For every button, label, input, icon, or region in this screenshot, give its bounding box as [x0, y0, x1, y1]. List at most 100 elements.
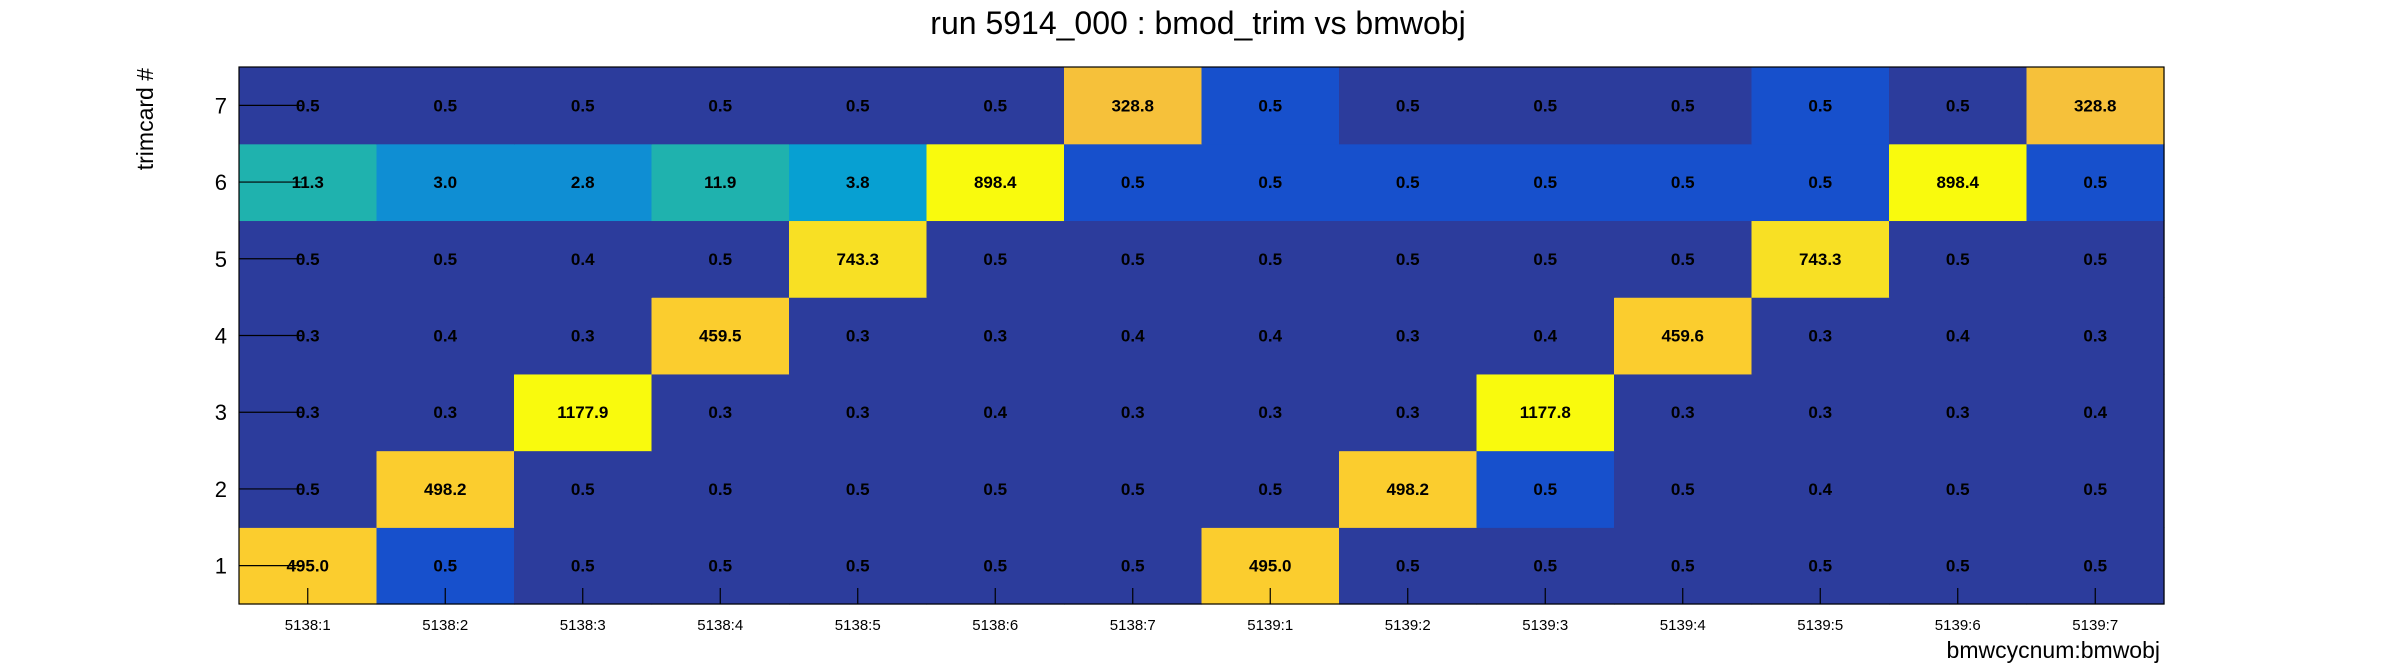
heatmap-cell — [1751, 373, 1890, 452]
heatmap-cell — [789, 220, 928, 298]
heatmap-cell — [514, 297, 653, 375]
cell-value-label: 3.8 — [846, 173, 870, 192]
cell-value-label: 0.5 — [983, 250, 1007, 269]
heatmap-cell — [1339, 450, 1478, 528]
x-tick-label: 5138:6 — [972, 617, 1018, 634]
cell-value-label: 0.5 — [433, 250, 457, 269]
cell-value-label: 0.5 — [1946, 250, 1970, 269]
x-tick-label: 5139:1 — [1247, 617, 1293, 634]
cell-value-label: 0.5 — [1533, 250, 1557, 269]
cell-value-label: 498.2 — [424, 480, 467, 499]
cell-value-label: 0.3 — [1946, 403, 1970, 422]
heatmap-cell — [651, 143, 790, 222]
cell-value-label: 328.8 — [1111, 96, 1154, 115]
heatmap-cell — [1064, 450, 1203, 528]
heatmap-cell — [1614, 220, 1753, 298]
cell-value-label: 0.5 — [1671, 480, 1695, 499]
y-tick-label: 4 — [215, 324, 227, 349]
cell-value-label: 0.5 — [1121, 250, 1145, 269]
cell-value-label: 0.5 — [983, 480, 1007, 499]
x-axis-title: bmwcycnum:bmwobj — [1947, 637, 2160, 663]
heatmap-cell — [1064, 297, 1203, 375]
cell-value-label: 0.5 — [1946, 480, 1970, 499]
heatmap-cell — [514, 67, 653, 145]
heatmap-cell — [514, 373, 653, 452]
heatmap-cell — [1476, 450, 1615, 528]
cell-value-label: 0.5 — [2083, 480, 2107, 499]
heatmap-cell — [926, 450, 1065, 528]
heatmap-cell — [1476, 220, 1615, 298]
cell-value-label: 459.6 — [1661, 327, 1704, 346]
heatmap-cell — [514, 450, 653, 528]
heatmap-cell — [514, 220, 653, 298]
heatmap-cell — [1339, 373, 1478, 452]
heatmap-cell — [514, 143, 653, 222]
cell-value-label: 0.4 — [1533, 327, 1557, 346]
cell-value-label: 3.0 — [433, 173, 457, 192]
heatmap-cell — [2026, 220, 2165, 298]
cell-value-label: 1177.9 — [557, 403, 608, 422]
x-tick-label: 5138:4 — [697, 617, 743, 634]
x-tick-label: 5139:6 — [1935, 617, 1981, 634]
cell-value-label: 0.3 — [571, 327, 595, 346]
cell-value-label: 495.0 — [1249, 557, 1292, 576]
cell-value-label: 0.5 — [433, 557, 457, 576]
heatmap-cell — [926, 143, 1065, 222]
cell-value-label: 0.5 — [846, 557, 870, 576]
chart-axes: 1 2 3 4 5 6 7 5138:1 5138:2 5138:3 5138:4 5138:5 513… — [215, 66, 2165, 634]
cell-value-label: 0.5 — [1121, 480, 1145, 499]
cell-value-label: 0.5 — [983, 96, 1007, 115]
cell-value-label: 0.3 — [1396, 403, 1420, 422]
heatmap-cell — [1476, 67, 1615, 145]
cell-value-label: 0.3 — [1671, 403, 1695, 422]
heatmap-cells — [239, 67, 2165, 605]
heatmap-cell — [926, 220, 1065, 298]
heatmap-cell — [651, 220, 790, 298]
cell-value-label: 0.5 — [1258, 96, 1282, 115]
heatmap-cell — [1201, 143, 1340, 222]
cell-value-label: 0.4 — [433, 327, 457, 346]
cell-value-label: 0.5 — [2083, 250, 2107, 269]
heatmap-cell — [1889, 297, 2028, 375]
cell-value-label: 0.5 — [1258, 480, 1282, 499]
cell-value-label: 0.5 — [1671, 96, 1695, 115]
cell-value-label: 0.4 — [1258, 327, 1282, 346]
cell-value-label: 0.5 — [1533, 96, 1557, 115]
cell-value-label: 2.8 — [571, 173, 595, 192]
heatmap-cell — [1476, 373, 1615, 452]
heatmap-cell — [1064, 143, 1203, 222]
heatmap-cell — [1751, 297, 1890, 375]
cell-value-label: 0.5 — [1396, 557, 1420, 576]
cell-value-label: 0.5 — [708, 557, 732, 576]
heatmap-cell — [1889, 220, 2028, 298]
y-tick-label: 3 — [215, 400, 227, 425]
cell-value-label: 0.5 — [1258, 173, 1282, 192]
heatmap-cell — [1889, 67, 2028, 145]
x-tick-label: 5138:5 — [835, 617, 881, 634]
cell-value-label: 0.5 — [708, 250, 732, 269]
cell-value-label: 11.3 — [292, 173, 324, 192]
cell-value-label: 0.5 — [1671, 557, 1695, 576]
heatmap-cell — [1614, 450, 1753, 528]
cell-value-label: 0.3 — [1808, 403, 1832, 422]
cell-value-label: 0.5 — [2083, 557, 2107, 576]
cell-labels: 495.0 0.5 0.5 0.5 0.5 0.5 0.5 495.0 0.5 0.5 0.5 0.5… — [286, 96, 2116, 575]
heatmap-cell — [1614, 67, 1753, 145]
cell-value-label: 0.5 — [571, 96, 595, 115]
heatmap-cell — [651, 67, 790, 145]
heatmap-cell — [2026, 373, 2165, 452]
cell-value-label: 328.8 — [2074, 96, 2117, 115]
cell-value-label: 0.5 — [1396, 173, 1420, 192]
cell-value-label: 11.9 — [704, 173, 736, 192]
heatmap-cell — [789, 297, 928, 375]
cell-value-label: 0.4 — [1121, 327, 1145, 346]
cell-value-label: 0.3 — [433, 403, 457, 422]
cell-value-label: 0.4 — [571, 250, 595, 269]
heatmap-cell — [1064, 67, 1203, 145]
heatmap-cell — [1614, 373, 1753, 452]
cell-value-label: 0.5 — [1808, 173, 1832, 192]
cell-value-label: 0.3 — [983, 327, 1007, 346]
cell-value-label: 0.5 — [1533, 173, 1557, 192]
heatmap-cell — [2026, 450, 2165, 528]
